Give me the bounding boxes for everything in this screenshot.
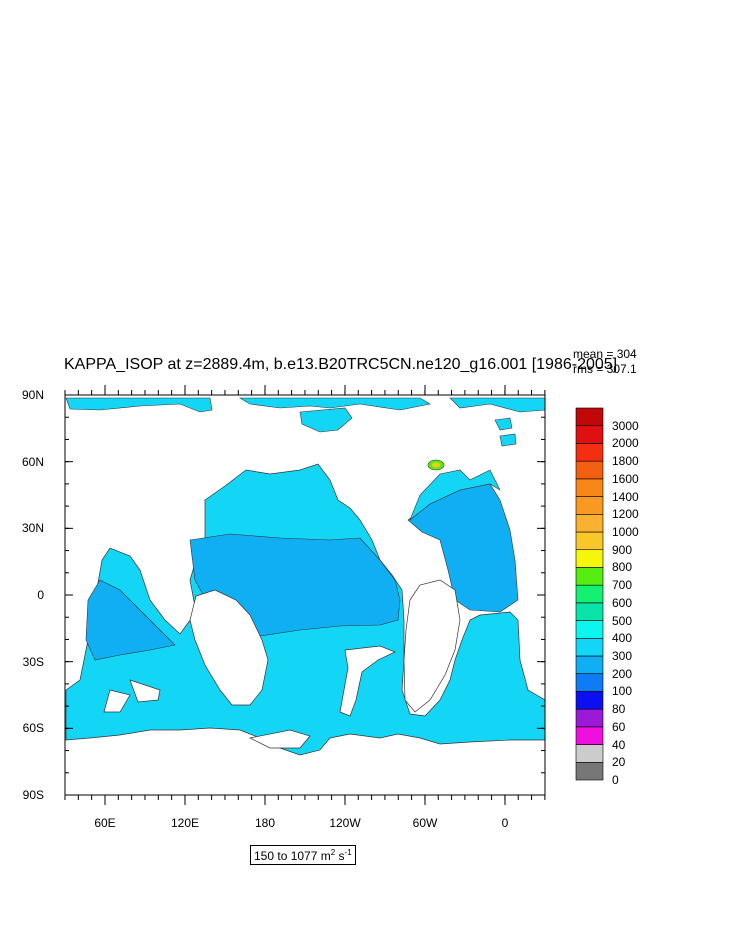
colorbar-label: 400 [612, 631, 633, 646]
colorbar-swatch [575, 496, 604, 515]
colorbar-label: 1000 [612, 525, 639, 539]
map-panel [64, 394, 546, 796]
colorbar-swatch [575, 726, 604, 745]
lat-tick-label: 0 [37, 588, 44, 602]
colorbar-swatch [575, 443, 604, 462]
lon-tick-label: 120W [329, 816, 361, 830]
lon-tick-label: 60W [412, 816, 438, 830]
colorbar-label: 100 [612, 684, 633, 699]
colorbar-swatch [575, 655, 604, 675]
colorbar-swatch [575, 567, 604, 586]
colorbar-swatch [575, 691, 604, 710]
colorbar-label: 800 [612, 560, 633, 575]
colorbar-label: 900 [612, 542, 633, 557]
colorbar-label: 2000 [612, 436, 639, 451]
range-label: 150 to 1077 m2 s-1 [250, 845, 356, 865]
colorbar-label: 0 [612, 773, 619, 787]
lat-tick-label: 30S [22, 654, 44, 669]
colorbar-swatch [575, 549, 604, 568]
lat-tick-label: 90S [22, 788, 44, 802]
colorbar-swatch [575, 460, 604, 480]
lon-tick-label: 120E [170, 816, 200, 830]
colorbar-label: 300 [612, 649, 633, 663]
rms-stat: rms = 307.1 [573, 362, 637, 376]
lat-tick-label: 60N [21, 454, 44, 469]
colorbar-label: 500 [612, 613, 633, 628]
lat-tick-label: 60S [22, 721, 44, 736]
colorbar-swatch [575, 478, 604, 497]
antarctic-peninsula [248, 729, 311, 749]
colorbar-swatch [575, 708, 604, 728]
lon-tick-label: 0 [501, 816, 509, 830]
lat-tick-label: 90N [21, 388, 44, 402]
arctic-sea-patch [299, 407, 353, 433]
colorbar-label: 40 [612, 737, 626, 752]
greenland-hotspot [427, 459, 445, 471]
colorbar-swatch [575, 744, 604, 763]
colorbar-swatch [575, 407, 604, 427]
north-atlantic-patch [494, 417, 517, 447]
mean-stat: mean = 304 [573, 347, 637, 361]
lon-tick-label: 180 [254, 816, 276, 830]
colorbar-label: 3000 [612, 418, 639, 433]
colorbar-label: 1200 [612, 507, 639, 522]
south-pacific-island [339, 645, 396, 717]
colorbar-label: 20 [612, 755, 626, 770]
indian-band-region [85, 579, 176, 661]
maritime-land-gap [189, 589, 269, 706]
colorbar-swatch [575, 602, 604, 621]
colorbar-label: 600 [612, 595, 633, 610]
colorbar-swatch [575, 584, 604, 604]
colorbar-swatch [575, 620, 604, 639]
colorbar-swatch [575, 425, 604, 444]
colorbar-label: 1800 [612, 454, 639, 469]
lat-tick-label: 30N [21, 521, 44, 536]
colorbar-label: 1600 [612, 471, 639, 486]
lon-tick-label: 60E [94, 816, 116, 830]
colorbar-swatch [575, 637, 604, 657]
colorbar-swatch [575, 673, 604, 692]
colorbar-label: 60 [612, 719, 626, 734]
colorbar [575, 407, 604, 781]
colorbar-label: 700 [612, 578, 633, 593]
colorbar-swatch [575, 513, 604, 533]
plot-title: KAPPA_ISOP at z=2889.4m, b.e13.B20TRC5CN… [64, 356, 618, 373]
colorbar-label: 1400 [612, 489, 639, 504]
colorbar-label: 80 [612, 702, 626, 717]
latitude-ticks [65, 394, 545, 796]
americas-landmass [403, 579, 461, 713]
longitude-ticks [64, 385, 546, 805]
colorbar-swatch [575, 531, 604, 551]
colorbar-label: 200 [612, 666, 633, 681]
north-atlantic-region [409, 469, 501, 521]
colorbar-swatch [575, 761, 604, 781]
southern-ocean-land [103, 679, 161, 713]
